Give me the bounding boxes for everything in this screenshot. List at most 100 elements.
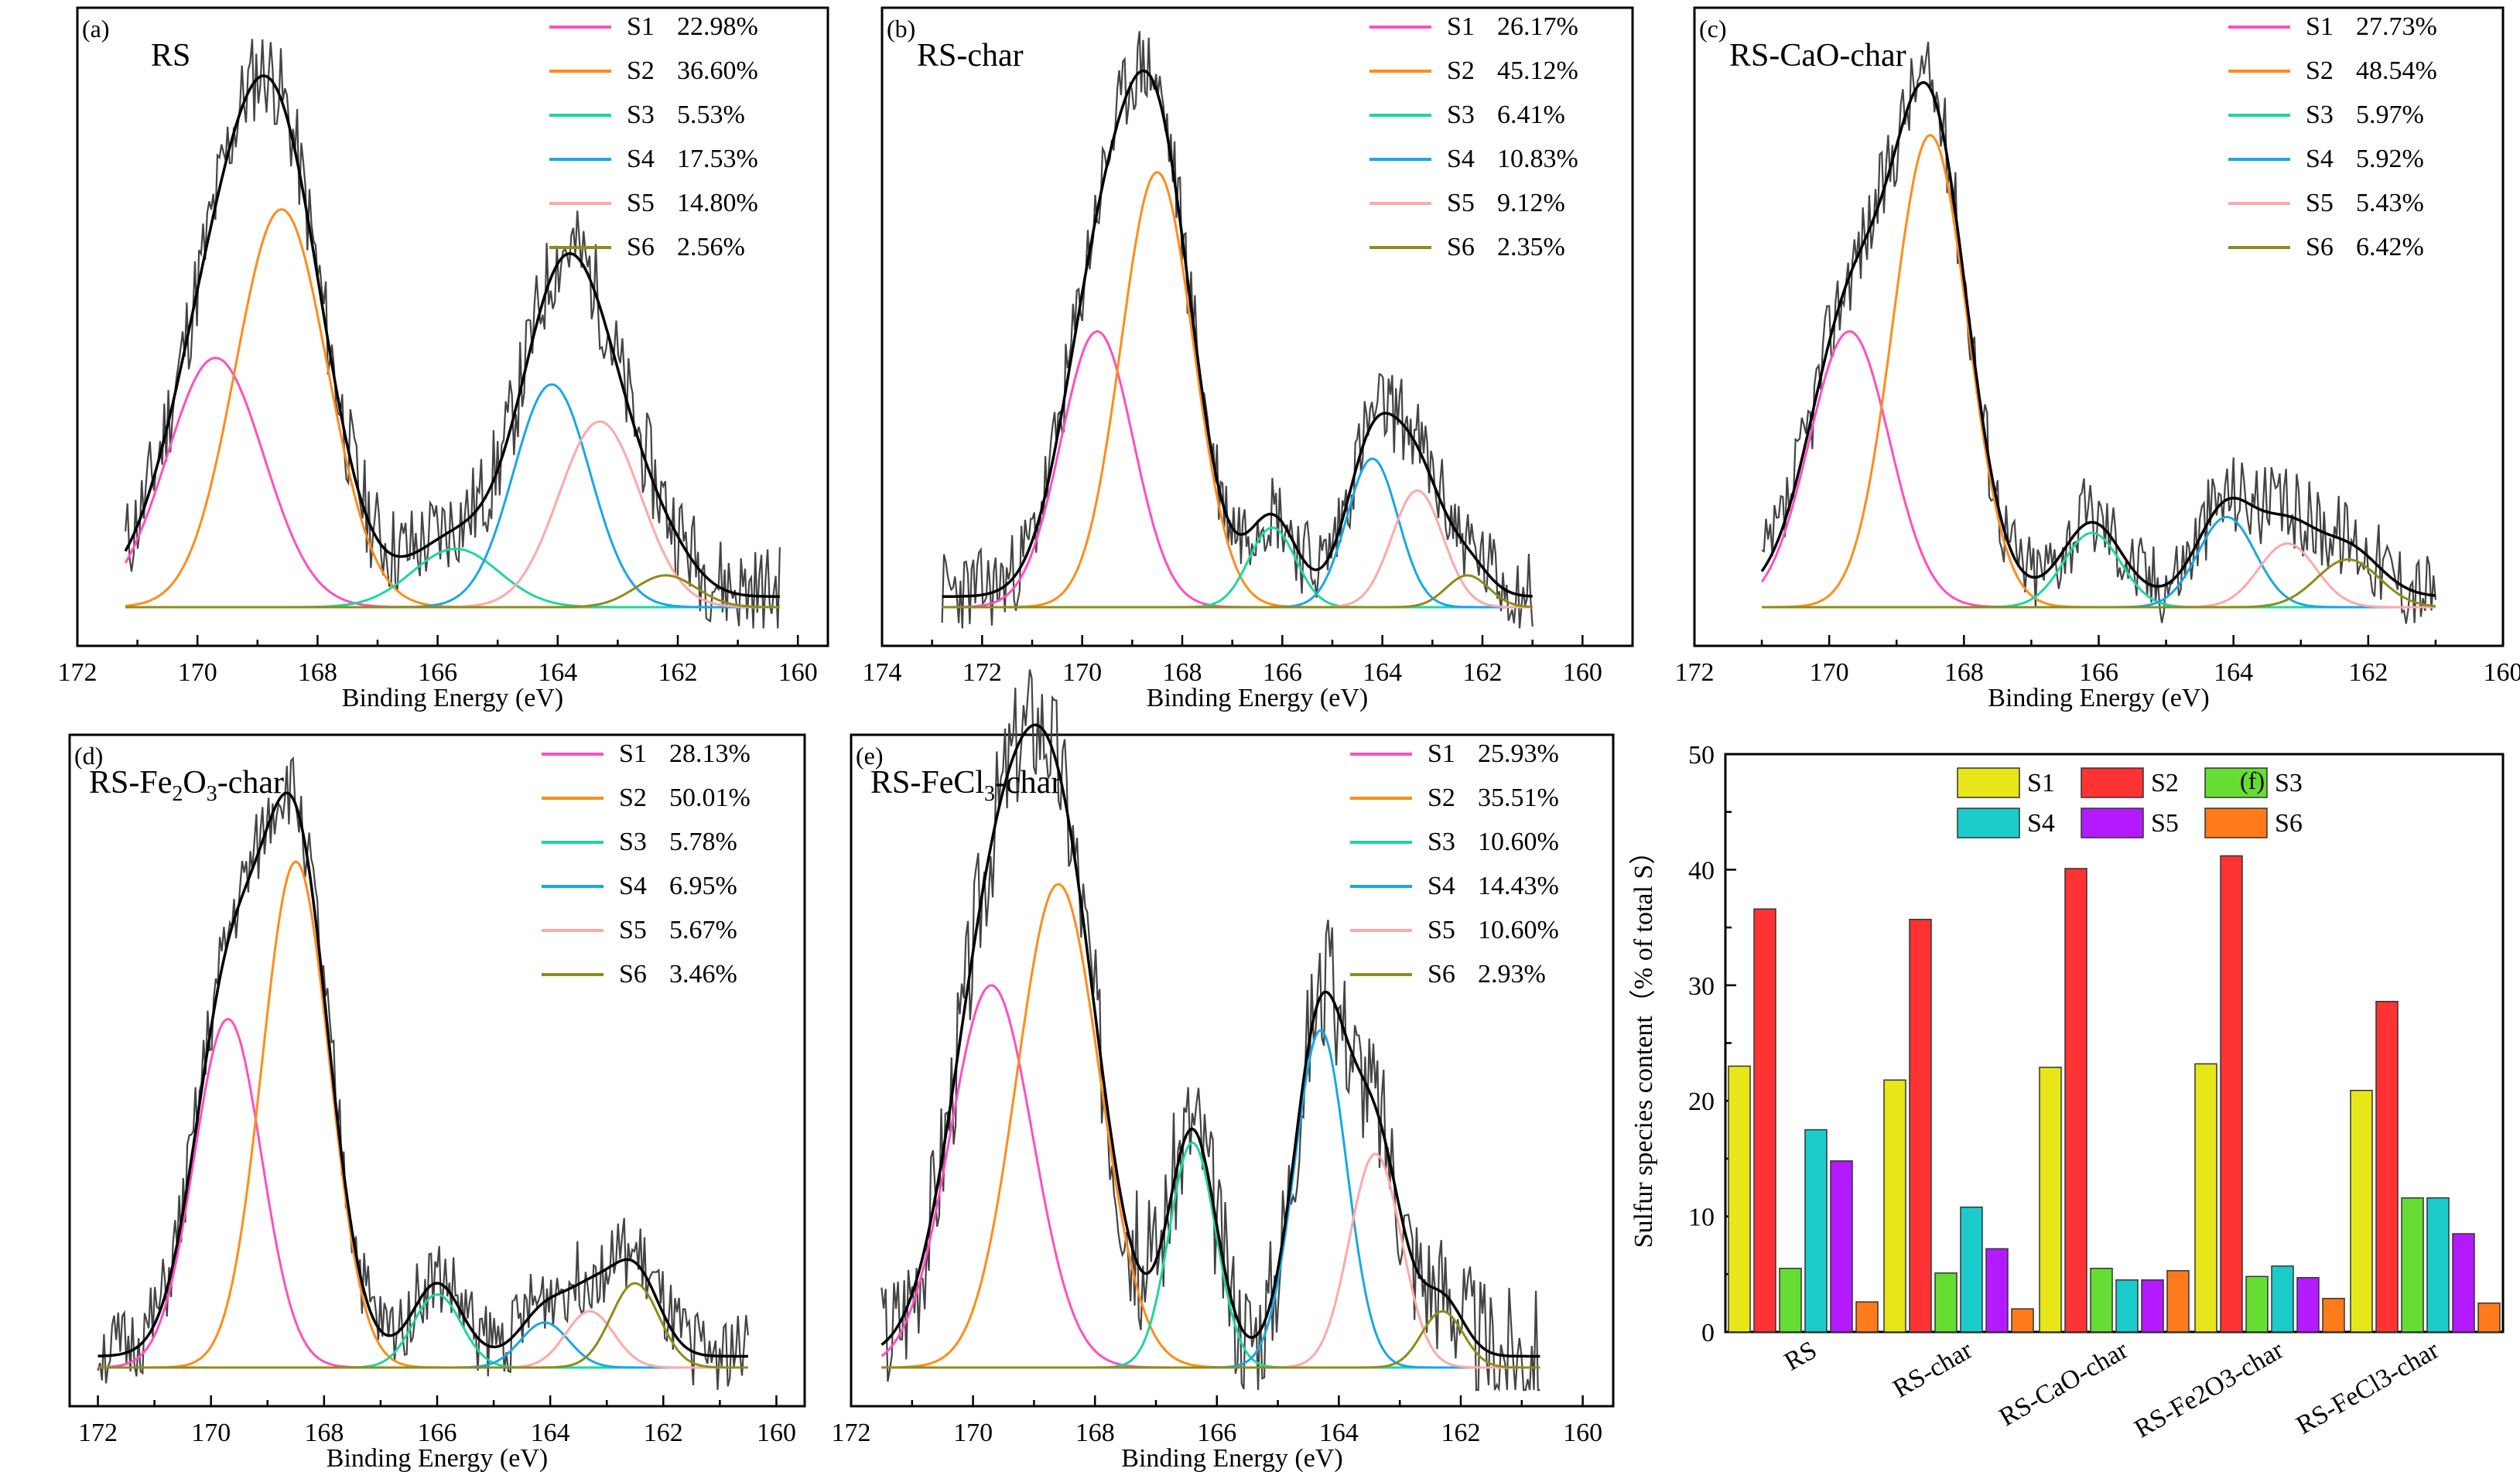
bar-s4	[1960, 1206, 1983, 1333]
bar-s2	[2375, 1000, 2399, 1333]
xps-panel-0: 172 170 168 166 164 162 160 Binding Energy (eV)…	[58, 6, 829, 712]
y-tick-label: 40	[1688, 856, 1715, 885]
fit-envelope	[880, 723, 1540, 1358]
legend-percent: 14.80%	[677, 189, 758, 217]
bar-s3	[2090, 1268, 2113, 1333]
xps-panel-1: 174 172 170 168 166 164 162 160 Binding Energy (…	[863, 6, 1634, 712]
bar-s1	[2194, 1063, 2217, 1333]
bar-s3	[2401, 1197, 2424, 1333]
category-label: RS-FeCl3-char	[2292, 1336, 2444, 1440]
legend-percent: 2.93%	[1478, 960, 1546, 989]
bar-s5	[2452, 1233, 2475, 1333]
legend-label: S1	[1428, 739, 1455, 768]
x-tick-label: 172	[58, 658, 97, 687]
legend-percent: 25.93%	[1478, 739, 1559, 768]
legend-label: S3	[2306, 101, 2334, 129]
x-axis-label: Binding Energy (eV)	[1147, 684, 1368, 712]
legend-label: S6	[627, 233, 655, 261]
bar-panel: 0 10 20 30 40 50 Sulfur species content（% of t…	[1629, 741, 2505, 1444]
bar-s3	[2245, 1275, 2269, 1333]
legend-label: S4	[627, 145, 655, 173]
panel-letter: (b)	[887, 15, 915, 43]
category-label: RS	[1780, 1336, 1822, 1377]
x-tick-label: 160	[757, 1419, 796, 1447]
category-label: RS-Fe2O3-char	[2130, 1336, 2289, 1444]
legend-percent: 48.54%	[2356, 56, 2437, 85]
legend-label: S5	[2151, 809, 2179, 838]
legend-label: S6	[619, 960, 647, 989]
x-tick-label: 170	[1810, 658, 1849, 687]
x-tick-label: 166	[1197, 1419, 1236, 1447]
peak-s1	[1760, 330, 2436, 609]
sample-title-subscript: 2	[172, 782, 183, 806]
legend-label: S3	[627, 101, 655, 129]
legend-percent: 14.43%	[1478, 872, 1559, 900]
sample-title: RS-Fe2O3-char	[89, 765, 284, 806]
sample-title-main: RS-FeCl	[870, 765, 984, 801]
peak-s2	[881, 883, 1540, 1369]
legend-label: S2	[627, 56, 655, 85]
x-tick-label: 164	[538, 658, 577, 687]
bar-s3	[1779, 1268, 1802, 1333]
legend-label: S1	[2306, 12, 2334, 41]
peak-s3	[97, 1292, 748, 1369]
panel-letter: (d)	[74, 742, 103, 770]
legend-label: S6	[1447, 233, 1475, 261]
legend-label: S4	[619, 872, 647, 900]
category-label: RS-CaO-char	[1995, 1336, 2133, 1432]
y-axis-label: Sulfur species content（% of total S）	[1629, 838, 1658, 1248]
category-label: RS-char	[1889, 1336, 1978, 1404]
sample-title: RS-FeCl3-char	[870, 765, 1062, 806]
legend-label: S5	[627, 189, 655, 217]
y-tick-label: 30	[1688, 972, 1715, 1001]
legend-percent: 2.35%	[1497, 233, 1565, 261]
bar-s2	[2064, 868, 2087, 1333]
sample-title: RS	[151, 38, 190, 73]
legend-label: S5	[1428, 916, 1455, 944]
x-axis-label: Binding Energy (eV)	[327, 1444, 548, 1473]
legend-label: S1	[1447, 12, 1475, 41]
bar-s6	[1855, 1301, 1879, 1333]
y-tick-label: 0	[1701, 1319, 1715, 1347]
x-tick-label: 168	[304, 1419, 344, 1447]
legend-percent: 6.95%	[669, 872, 737, 900]
sample-title: RS-CaO-char	[1729, 38, 1906, 73]
panel-letter: (a)	[82, 15, 110, 43]
legend-swatch-s3	[2204, 767, 2268, 798]
peak-s1	[880, 984, 1540, 1369]
bar-s4	[1804, 1129, 1828, 1333]
sample-title-main: RS-char	[917, 38, 1024, 73]
y-tick-label: 10	[1688, 1204, 1715, 1232]
bar-s4	[2426, 1197, 2450, 1333]
legend-percent: 5.97%	[2356, 101, 2424, 129]
sample-title-subscript: 3	[207, 782, 217, 806]
fit-envelope	[124, 74, 780, 598]
legend-label: S2	[2306, 56, 2334, 85]
legend-percent: 10.83%	[1497, 145, 1578, 173]
legend-percent: 17.53%	[677, 145, 758, 173]
bar-s5	[1985, 1248, 2009, 1333]
sample-title-end: -char	[995, 765, 1062, 801]
x-axis-label: Binding Energy (eV)	[1988, 684, 2209, 712]
x-tick-label: 164	[531, 1419, 570, 1447]
peak-s2	[125, 208, 780, 609]
x-tick-label: 174	[863, 658, 902, 687]
bar-s1	[2350, 1090, 2373, 1333]
x-tick-label: 164	[1363, 658, 1402, 687]
x-tick-label: 162	[1463, 658, 1503, 687]
x-tick-label: 162	[2348, 658, 2388, 687]
legend-label: S2	[1447, 56, 1475, 85]
legend-label: S2	[2151, 769, 2179, 797]
sample-title-subscript: 3	[984, 782, 995, 806]
x-axis-label: Binding Energy (eV)	[1121, 1444, 1342, 1473]
x-tick-label: 160	[1563, 658, 1602, 687]
fit-envelope	[97, 791, 748, 1358]
legend-percent: 5.78%	[669, 828, 737, 856]
x-tick-label: 166	[2079, 658, 2118, 687]
sample-title-main: RS-CaO-char	[1729, 38, 1906, 73]
legend-label: S3	[2275, 769, 2303, 797]
x-tick-label: 166	[418, 658, 457, 687]
peak-s4	[125, 383, 780, 609]
legend-percent: 36.60%	[677, 56, 758, 85]
